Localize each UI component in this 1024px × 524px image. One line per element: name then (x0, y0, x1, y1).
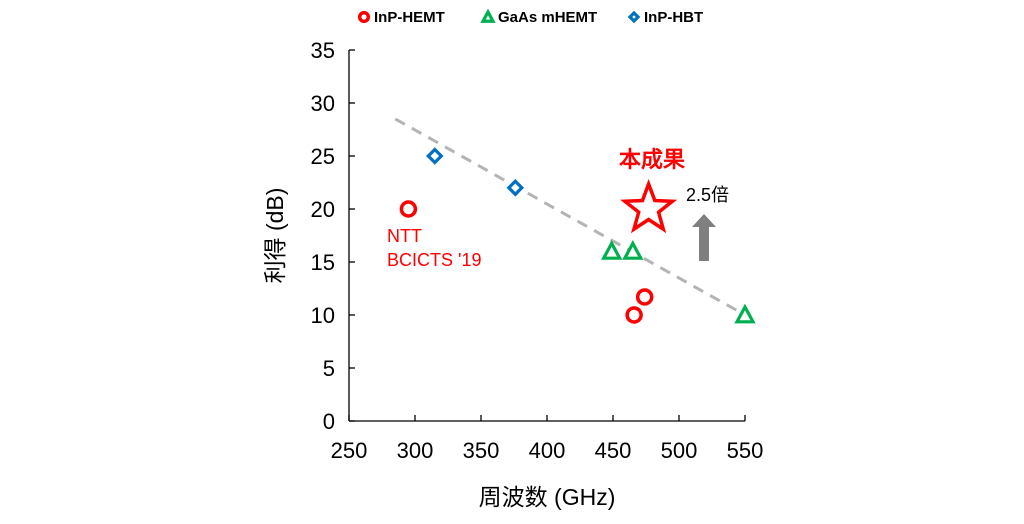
y-tick-label: 10 (311, 303, 335, 328)
point-inp-hemt (399, 200, 418, 218)
y-tick-label: 15 (311, 250, 335, 275)
y-tick-label: 5 (323, 356, 335, 381)
x-tick-label: 550 (727, 438, 764, 463)
legend-entry: InP-HBT (627, 9, 703, 26)
point-gaas-mhemt (734, 303, 756, 324)
highlight-label: 本成果 (619, 147, 685, 172)
y-tick-label: 30 (311, 91, 335, 116)
highlight-star (620, 178, 678, 234)
y-tick-label: 20 (311, 197, 335, 222)
y-tick-label: 0 (323, 409, 335, 434)
x-tick-label: 250 (331, 438, 368, 463)
legend-label: GaAs mHEMT (498, 9, 597, 26)
data-points (399, 147, 756, 324)
x-axis-title: 周波数 (GHz) (479, 484, 616, 510)
point-inp-hemt (625, 306, 643, 324)
legend-diamond-icon (627, 10, 641, 24)
point-inp-hemt (635, 288, 654, 306)
x-tick-label: 500 (661, 438, 698, 463)
point-gaas-mhemt (600, 240, 623, 260)
y-tick-label: 35 (311, 38, 335, 63)
legend-triangle-icon (480, 8, 496, 23)
x-tick-label: 400 (529, 438, 566, 463)
up-arrow-icon (692, 214, 716, 261)
legend-label: InP-HBT (644, 9, 703, 26)
legend-entry: GaAs mHEMT (480, 8, 597, 26)
x-tick-label: 300 (397, 438, 434, 463)
point-inp-hbt (506, 179, 525, 197)
legend-entry: InP-HEMT (357, 9, 445, 26)
gain-label: 2.5倍 (686, 185, 729, 205)
trendline-layer (394, 117, 746, 317)
point-inp-hbt (426, 147, 444, 165)
legend: InP-HEMT GaAs mHEMT InP-HBT (357, 8, 703, 26)
y-tick-label: 25 (311, 144, 335, 169)
legend-circle-icon (357, 10, 371, 24)
ntt-conference-label: BCICTS '19 (387, 250, 481, 270)
point-gaas-mhemt (622, 240, 644, 260)
y-axis-title: 利得 (dB) (262, 188, 288, 284)
axes: 250 300 350 400 450 500 550 0 5 10 15 20 25 30 35 周波数 (… (262, 38, 763, 510)
trend-line (394, 117, 746, 317)
x-tick-label: 350 (463, 438, 500, 463)
x-tick-label: 450 (595, 438, 632, 463)
ntt-label: NTT (387, 226, 422, 246)
legend-label: InP-HEMT (374, 9, 445, 26)
